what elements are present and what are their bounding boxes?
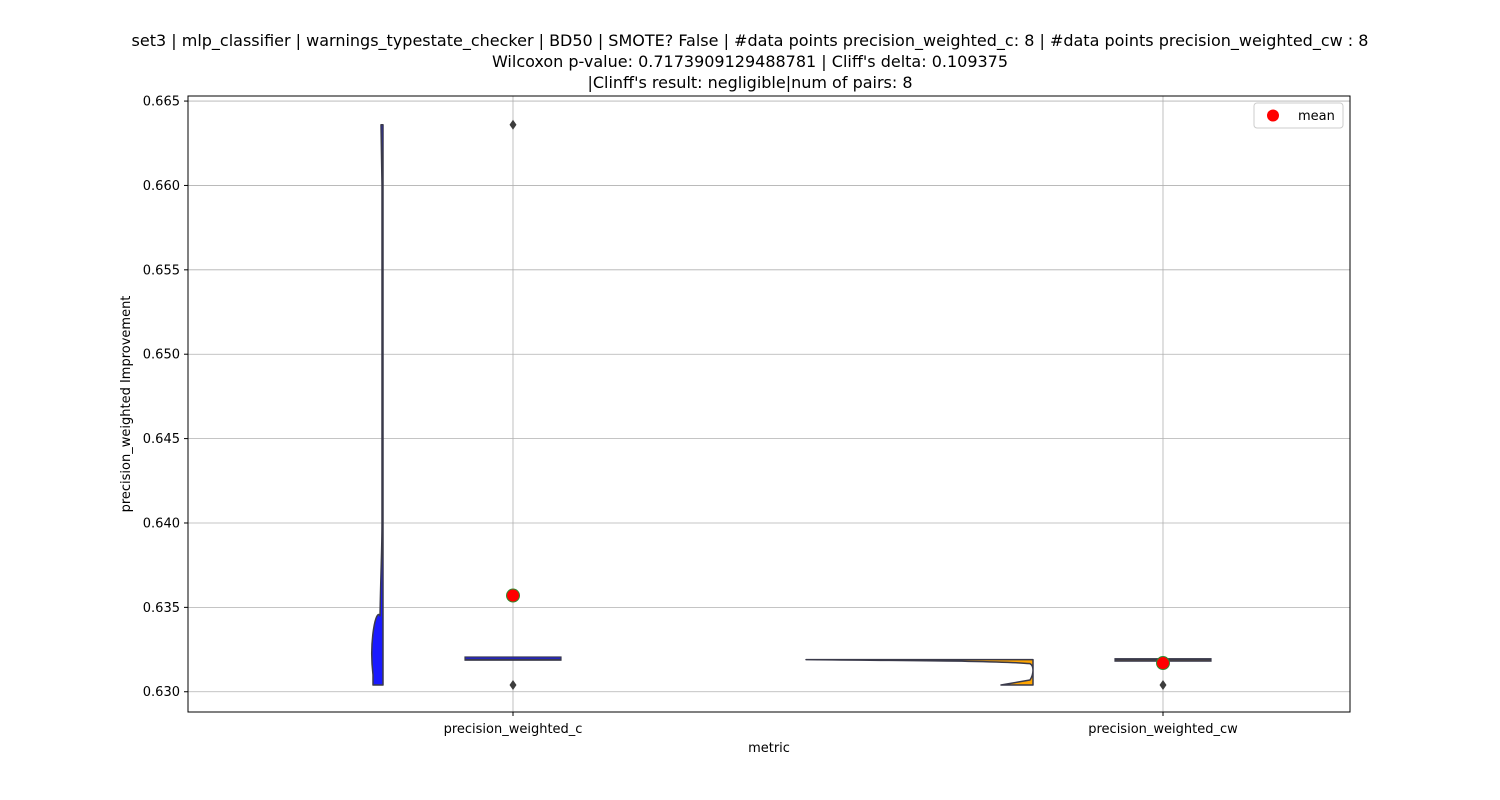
outlier-precision-weighted-c xyxy=(509,679,517,690)
violin-precision-weighted-cw xyxy=(805,658,1034,686)
y-axis-label: precision_weighted Improvement xyxy=(119,296,134,513)
y-tick-label: 0.655 xyxy=(143,263,180,278)
chart-title-line-2: Wilcoxon p-value: 0.7173909129488781 | C… xyxy=(491,52,1009,71)
y-tick-label: 0.645 xyxy=(143,432,180,447)
y-tick-label: 0.630 xyxy=(143,685,180,700)
legend-box xyxy=(1253,102,1344,129)
violin-precision-weighted-c xyxy=(371,123,384,686)
y-tick-label: 0.635 xyxy=(143,601,180,616)
chart-title-line-3: |Clinff's result: negligible|num of pair… xyxy=(587,73,913,92)
outlier-precision-weighted-cw xyxy=(1159,679,1167,690)
y-tick-label: 0.665 xyxy=(143,95,180,110)
mean-point-precision-weighted-cw xyxy=(1156,656,1170,671)
y-tick-label: 0.640 xyxy=(143,516,180,531)
chart-title-line-1: set3 | mlp_classifier | warnings_typesta… xyxy=(131,31,1369,50)
y-tick-label: 0.650 xyxy=(143,348,180,363)
legend: mean xyxy=(1253,102,1344,129)
y-tick-label: 0.660 xyxy=(143,179,180,194)
legend-mean-marker xyxy=(1267,109,1279,122)
x-tick-label-precision-weighted-cw: precision_weighted_cw xyxy=(1088,722,1238,737)
mean-point-precision-weighted-c xyxy=(506,588,520,603)
legend-mean-label: mean xyxy=(1298,109,1335,124)
plot-area-frame xyxy=(187,95,1351,713)
x-axis-label: metric xyxy=(748,741,790,756)
x-tick-label-precision-weighted-c: precision_weighted_c xyxy=(444,722,583,737)
outlier-precision-weighted-c xyxy=(509,119,517,130)
